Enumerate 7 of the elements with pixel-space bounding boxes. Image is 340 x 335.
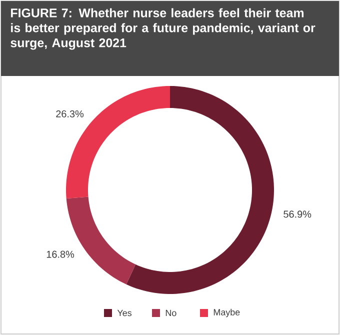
legend-label: Maybe (214, 308, 240, 318)
data-label: 26.3% (56, 110, 84, 118)
legend-label: Yes (117, 310, 132, 316)
data-label: 56.9% (284, 210, 312, 218)
data-label: 16.8% (46, 250, 74, 258)
legend-label: No (166, 310, 176, 316)
chart-title: FIGURE 7: Whether nurse leaders feel their team is better prepared for a future pandemic, variant or surge, August 2021 (10, 8, 316, 50)
